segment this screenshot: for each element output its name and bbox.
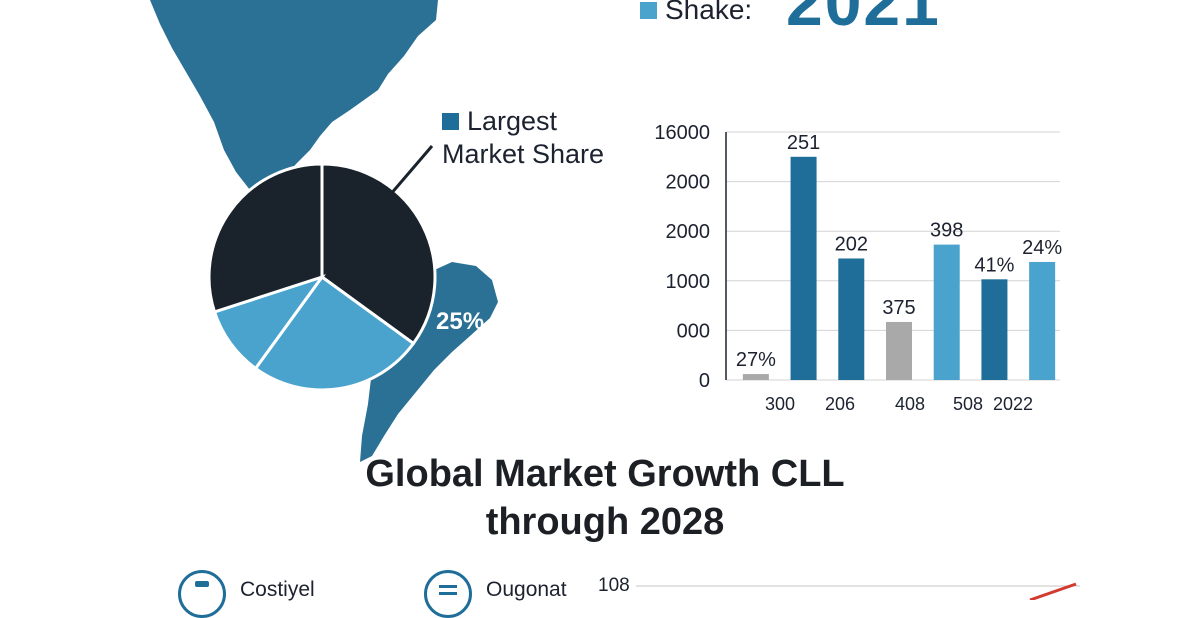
x-tick-label: 300 [765, 394, 795, 414]
feature-item-2: Ougonat [424, 570, 567, 618]
page-title: Global Market Growth CLL through 2028 [300, 450, 910, 546]
south-america-shape [360, 262, 498, 462]
bar-data-label: 41% [974, 254, 1014, 276]
legend-swatch [640, 1, 657, 19]
bar-3 [838, 258, 865, 380]
americas-map [150, 0, 498, 462]
pie-slice-label: 25% [436, 308, 485, 335]
pie-slice-4 [207, 162, 324, 314]
list-icon [424, 570, 472, 618]
title-line2: through 2028 [485, 501, 725, 543]
bar-7 [1029, 261, 1056, 380]
bar-6 [981, 279, 1008, 380]
bar-5 [933, 244, 960, 380]
pie-legend-line2: Market Share [442, 139, 605, 169]
bar-2 [790, 156, 817, 380]
pie-legend: Largest Market Share [442, 106, 604, 170]
bar-data-label: 202 [835, 233, 868, 255]
x-tick-label: 2022 [993, 394, 1033, 414]
bar-data-label: 251 [787, 132, 820, 154]
pie-slice-2 [253, 274, 416, 392]
feature-label-1: Costiyel [240, 578, 315, 601]
title-line1: Global Market Growth CLL [365, 453, 845, 495]
legend-label: Shake: [665, 0, 753, 25]
bar-chart: 00001000200020001600027%25120237539841%2… [654, 122, 1062, 414]
bar-4 [886, 321, 912, 380]
headline-year: 2021 [786, 0, 941, 39]
market-share-pie [207, 162, 437, 392]
x-tick-label: 508 [953, 394, 983, 414]
mini-chart-y-tick: 108 [598, 575, 630, 596]
pie-legend-swatch [442, 113, 459, 130]
jar-icon [178, 570, 226, 618]
y-tick-label: 2000 [666, 221, 711, 243]
mini-line-chart [636, 582, 1080, 600]
y-tick-label: 0 [699, 370, 710, 392]
x-tick-label: 408 [895, 394, 925, 414]
top-legend: Shake: [640, 0, 752, 26]
x-tick-label: 206 [825, 394, 855, 414]
y-tick-label: 2000 [666, 172, 711, 194]
bar-data-label: 27% [736, 349, 776, 371]
y-tick-label: 000 [677, 320, 710, 342]
bar-data-label: 24% [1022, 237, 1062, 259]
mini-chart-trend-line [1029, 582, 1077, 600]
bar-data-label: 375 [882, 297, 915, 319]
north-america-shape [150, 0, 438, 200]
pie-callout-line [382, 145, 434, 203]
feature-item-1: Costiyel [178, 570, 315, 618]
y-tick-label: 1000 [666, 271, 711, 293]
y-tick-label: 16000 [654, 122, 710, 144]
feature-label-2: Ougonat [486, 578, 567, 601]
bar-1 [742, 374, 769, 380]
pie-slice-1 [320, 162, 437, 346]
bar-data-label: 398 [930, 220, 963, 242]
pie-legend-line1: Largest [467, 106, 558, 136]
